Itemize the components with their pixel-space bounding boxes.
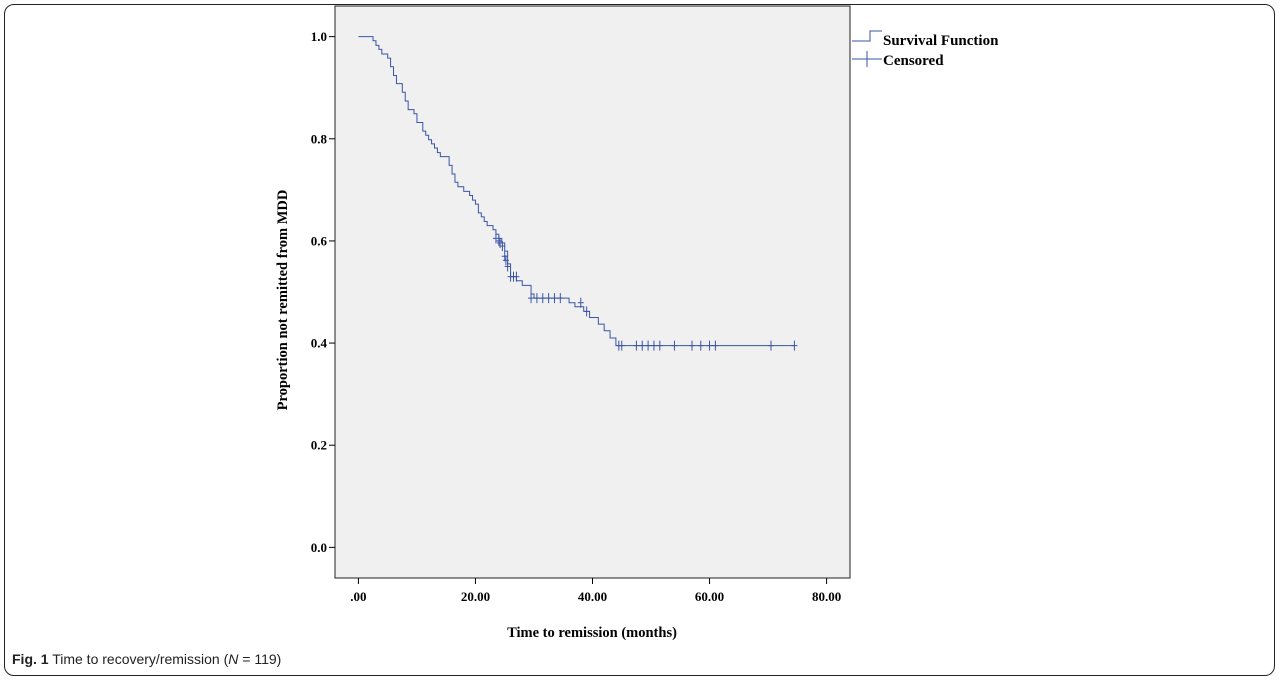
censored-marker — [539, 293, 546, 304]
caption-n-symbol: N — [228, 651, 239, 667]
censored-marker — [639, 340, 646, 351]
censored-marker — [533, 293, 540, 304]
censored-marker — [551, 293, 558, 304]
x-tick-label: 80.00 — [812, 589, 841, 604]
series-layer — [358, 36, 798, 351]
censored-marker — [499, 241, 506, 252]
y-tick-label: 0.4 — [311, 336, 328, 351]
x-axis-title: Time to remission (months) — [507, 625, 677, 641]
legend-survival-label: Survival Function — [883, 33, 999, 49]
y-tick-label: 0.6 — [311, 233, 328, 248]
censored-marker — [712, 340, 719, 351]
legend-survival-swatch — [852, 30, 882, 42]
plot-area — [334, 5, 851, 579]
censored-marker — [501, 251, 508, 262]
figure-caption: Fig. 1 Time to recovery/remission (N = 1… — [12, 651, 281, 667]
y-tick-label: 1.0 — [311, 29, 327, 44]
censored-marker — [492, 233, 499, 244]
censored-marker — [513, 271, 520, 282]
censored-marker — [688, 340, 695, 351]
censored-marker — [583, 306, 590, 317]
y-tick-label: 0.0 — [311, 540, 327, 555]
legend: Survival Function Censored — [852, 30, 999, 69]
censored-marker — [618, 340, 625, 351]
censored-marker — [577, 297, 584, 308]
x-tick-label: .00 — [350, 589, 366, 604]
censored-marker — [645, 340, 652, 351]
x-axis: .00 20.00 40.00 60.00 80.00 — [350, 578, 841, 604]
caption-text: Time to recovery/remission ( — [48, 651, 229, 667]
censored-marker — [557, 293, 564, 304]
censored-marker — [650, 340, 657, 351]
censored-marker — [502, 255, 509, 266]
censored-marker — [504, 261, 511, 272]
caption-text-end: = 119) — [238, 651, 282, 667]
censored-marker — [495, 235, 502, 246]
censored-marker — [656, 340, 663, 351]
censored-marker — [791, 340, 798, 351]
caption-label: Fig. 1 — [12, 651, 49, 667]
censored-marker — [706, 340, 713, 351]
x-tick-label: 60.00 — [695, 589, 724, 604]
censored-marker — [671, 340, 678, 351]
legend-censored-label: Censored — [883, 53, 944, 69]
y-axis-title: Proportion not remitted from MDD — [275, 190, 291, 411]
x-tick-label: 20.00 — [461, 589, 490, 604]
censored-marker — [767, 340, 774, 351]
x-tick-label: 40.00 — [578, 589, 607, 604]
survival-function-line — [358, 36, 795, 347]
y-axis: 0.0 0.2 0.4 0.6 0.8 1.0 — [311, 29, 335, 555]
censored-marker — [633, 340, 640, 351]
censored-marker — [545, 293, 552, 304]
y-tick-label: 0.2 — [311, 438, 327, 453]
y-tick-label: 0.8 — [311, 131, 328, 146]
censored-marker — [697, 340, 704, 351]
censored-marker — [528, 293, 535, 304]
